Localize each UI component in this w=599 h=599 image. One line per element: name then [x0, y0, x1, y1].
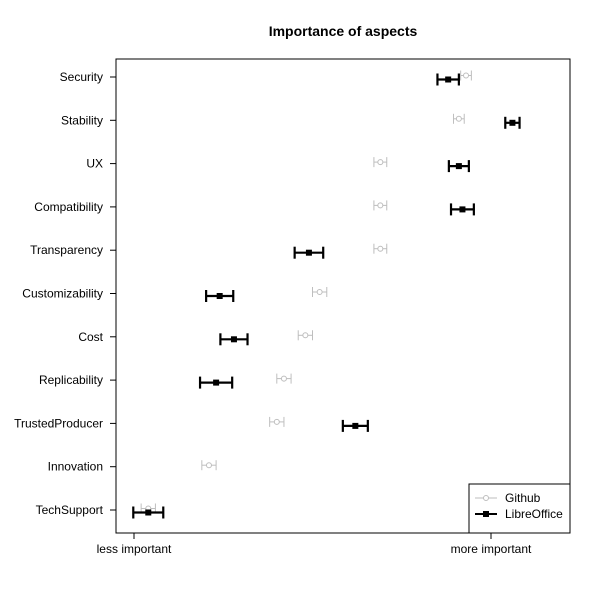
y-tick-label: Stability	[61, 113, 103, 127]
point-marker	[230, 336, 237, 343]
plot-frame	[115, 58, 571, 534]
x-axis: less important more important	[97, 533, 532, 556]
point-marker	[455, 115, 462, 122]
y-tick-label: TechSupport	[36, 503, 104, 517]
y-tick-label: Cost	[78, 330, 103, 344]
point-marker	[459, 206, 466, 213]
y-tick-label: Customizability	[22, 287, 103, 301]
y-tick-label: Replicability	[39, 373, 103, 387]
point-marker	[509, 119, 516, 126]
point-marker	[216, 293, 223, 299]
point-marker	[352, 422, 359, 429]
chart-title: Importance of aspects	[269, 23, 418, 39]
point-marker	[305, 249, 312, 256]
y-tick-label: UX	[86, 157, 103, 171]
legend-swatch-marker	[483, 511, 489, 517]
y-tick-label: TrustedProducer	[14, 416, 103, 430]
y-axis: Security Stability UX Compatibility Transpar…	[14, 70, 116, 517]
point-marker	[455, 163, 462, 170]
point-marker	[302, 332, 309, 339]
point-marker	[205, 462, 212, 469]
y-tick-label: Transparency	[30, 243, 103, 257]
point-marker	[445, 76, 452, 83]
legend-swatch-marker	[483, 495, 489, 501]
point-marker	[316, 289, 323, 295]
point-marker	[377, 202, 384, 209]
legend-label: LibreOffice	[505, 507, 563, 521]
x-tick-label: less important	[97, 542, 172, 556]
point-marker	[463, 72, 470, 79]
point-marker	[273, 418, 280, 425]
legend-label: Github	[505, 491, 541, 505]
legend-box	[468, 483, 571, 534]
x-tick-label: more important	[451, 542, 532, 556]
y-tick-label: Innovation	[48, 460, 103, 474]
point-marker	[377, 245, 384, 252]
point-marker	[377, 159, 384, 166]
point-marker	[145, 509, 152, 516]
data-marks	[132, 70, 521, 519]
point-marker	[213, 379, 220, 386]
y-tick-label: Compatibility	[34, 200, 103, 214]
point-marker	[280, 375, 287, 382]
legend: Github LibreOffice	[468, 483, 571, 534]
y-tick-label: Security	[60, 70, 103, 84]
